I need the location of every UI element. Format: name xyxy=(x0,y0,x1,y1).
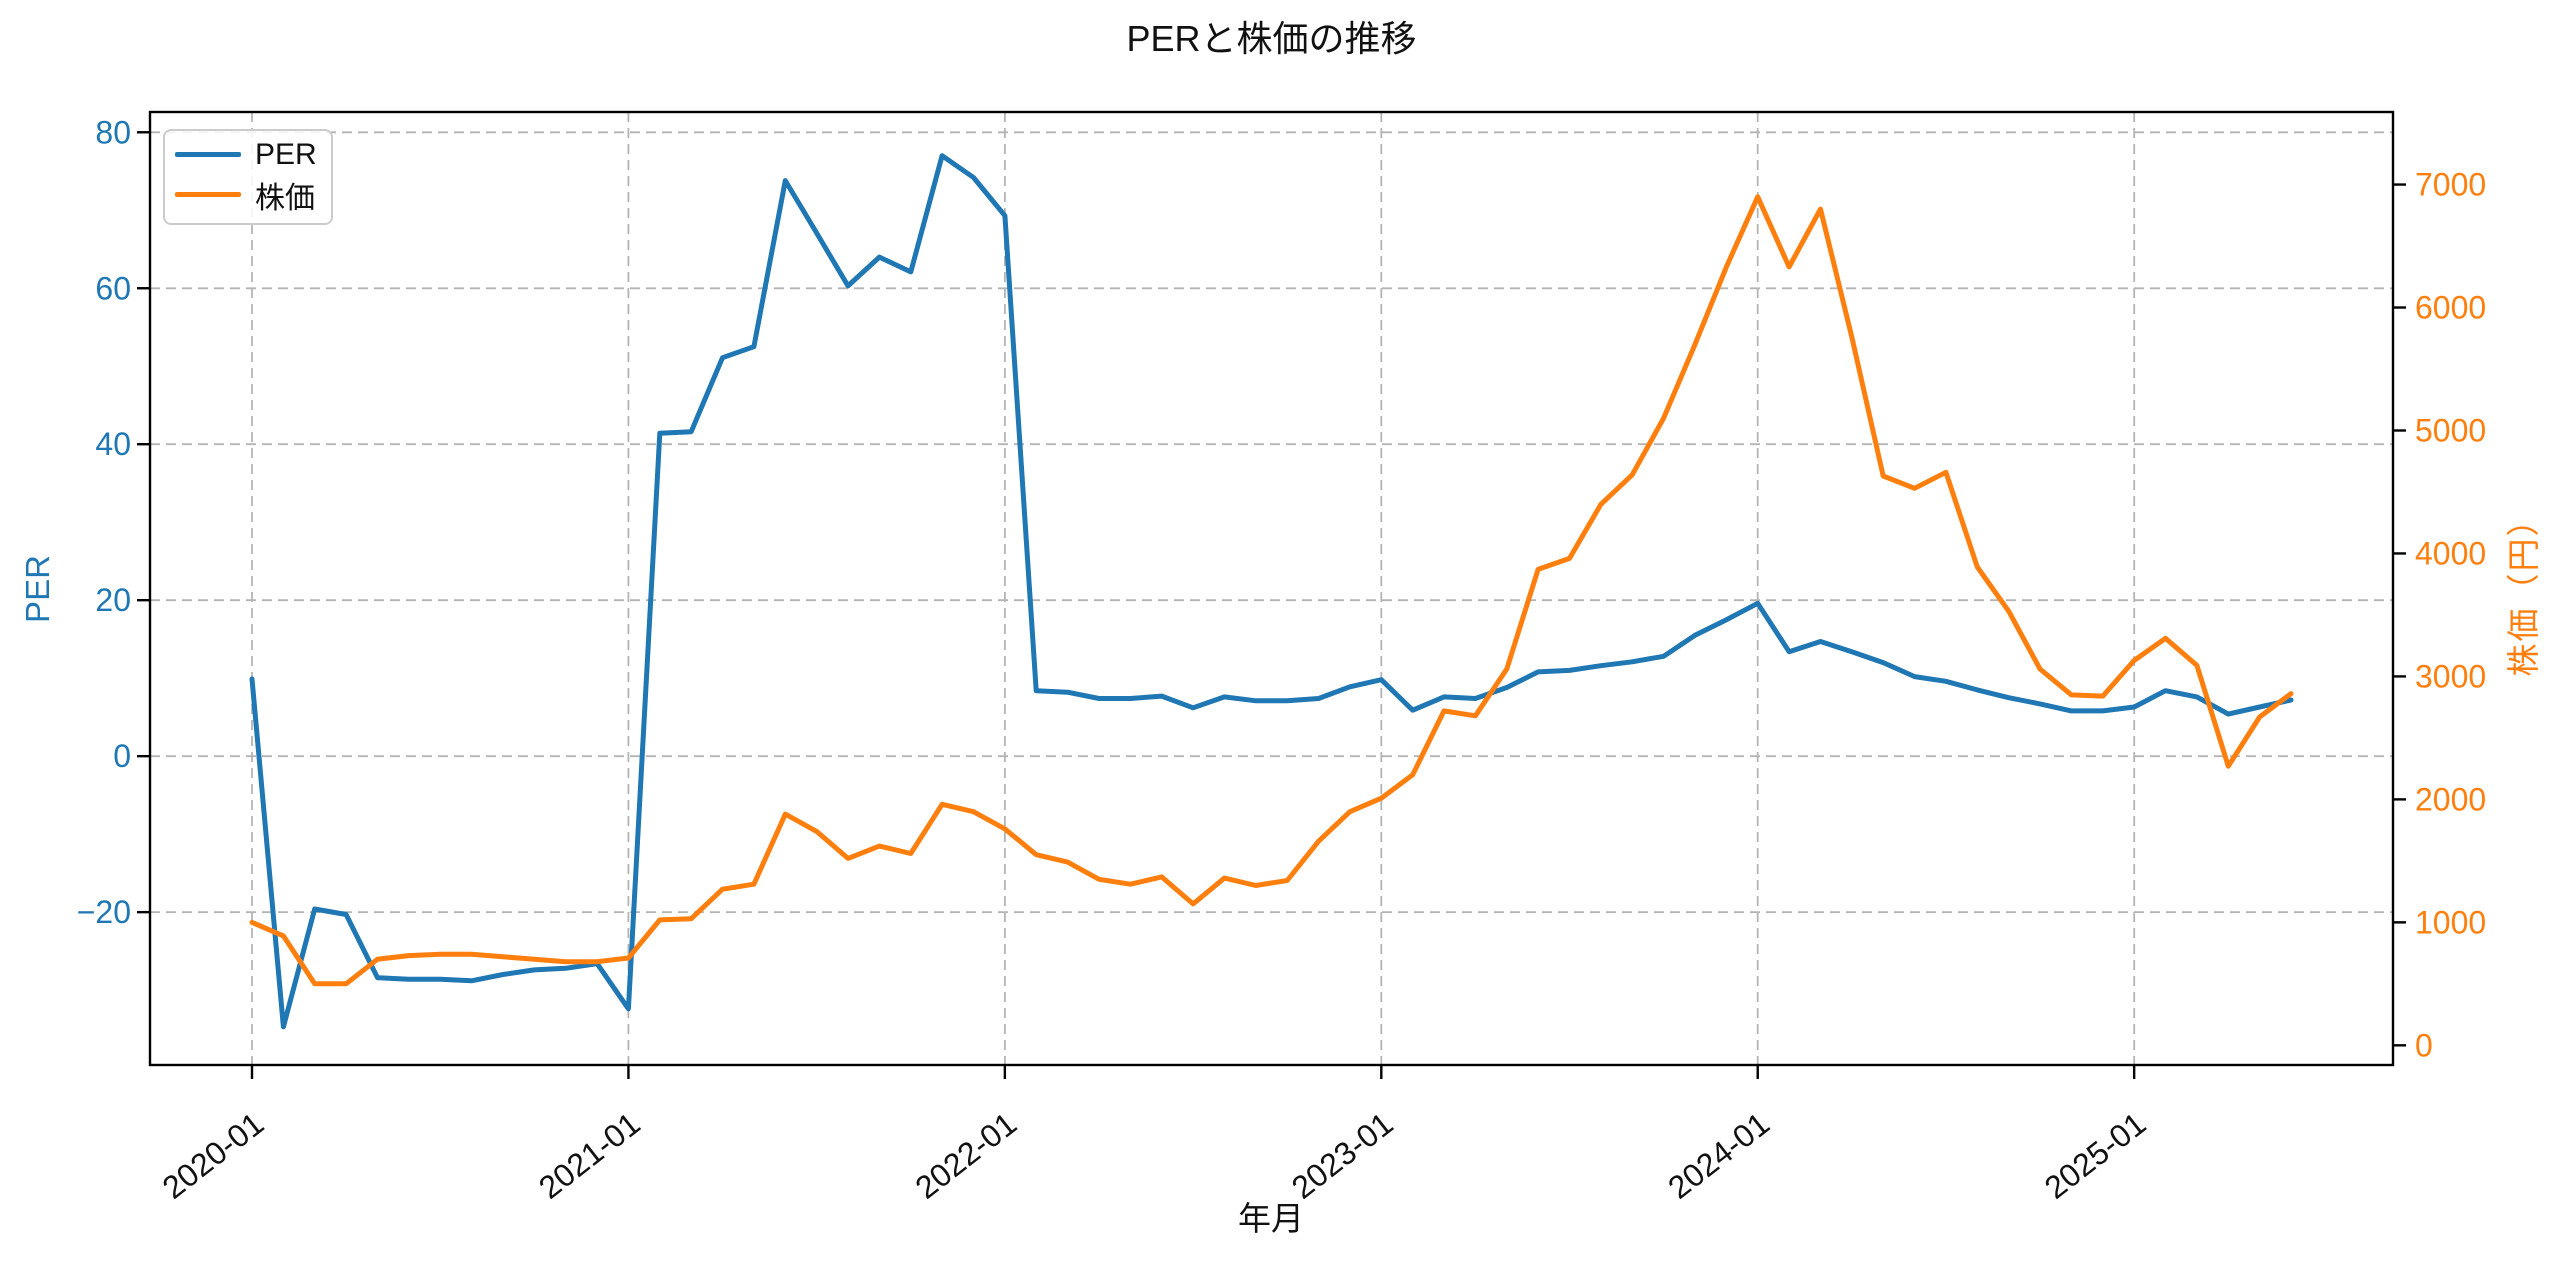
left-axis-label: PER xyxy=(19,555,56,623)
legend: PER 株価 xyxy=(163,129,333,225)
left-tick-label: 20 xyxy=(95,582,131,618)
series-line-kabuka xyxy=(249,194,2294,987)
x-tick-label: 2025-01 xyxy=(2038,1105,2153,1206)
right-tick-label: 3000 xyxy=(2415,658,2486,694)
left-tick-label: 80 xyxy=(95,114,131,150)
left-tick-label: 40 xyxy=(95,426,131,462)
x-tick-label: 2022-01 xyxy=(908,1105,1023,1206)
right-axis-label: 株価（円） xyxy=(2505,501,2542,677)
left-tick-label: −20 xyxy=(77,894,131,930)
per-line-swatch xyxy=(175,152,241,157)
x-axis-label: 年月 xyxy=(1238,1200,1304,1237)
right-tick-label: 4000 xyxy=(2415,535,2486,571)
plot-border xyxy=(148,110,2395,1067)
legend-label-kabuka: 株価 xyxy=(255,181,315,215)
kabuka-line-swatch xyxy=(175,192,241,197)
x-tick-label: 2023-01 xyxy=(1285,1105,1400,1206)
right-tick-label: 6000 xyxy=(2415,290,2486,326)
x-tick-label: 2020-01 xyxy=(156,1105,271,1206)
legend-item-kabuka: 株価 xyxy=(165,173,331,217)
legend-item-per: PER xyxy=(165,138,331,172)
chart-title: PERと株価の推移 xyxy=(1126,18,1417,59)
right-tick-label: 1000 xyxy=(2415,904,2486,940)
legend-label-per: PER xyxy=(255,137,317,171)
right-tick-label: 2000 xyxy=(2415,781,2486,817)
series-line-per xyxy=(249,153,2294,1030)
left-tick-label: 60 xyxy=(95,270,131,306)
right-tick-label: 0 xyxy=(2415,1027,2433,1063)
right-tick-label: 7000 xyxy=(2415,167,2486,203)
right-tick-label: 5000 xyxy=(2415,412,2486,448)
left-tick-label: 0 xyxy=(113,738,131,774)
x-tick-label: 2024-01 xyxy=(1661,1105,1776,1206)
x-tick-label: 2021-01 xyxy=(532,1105,647,1206)
